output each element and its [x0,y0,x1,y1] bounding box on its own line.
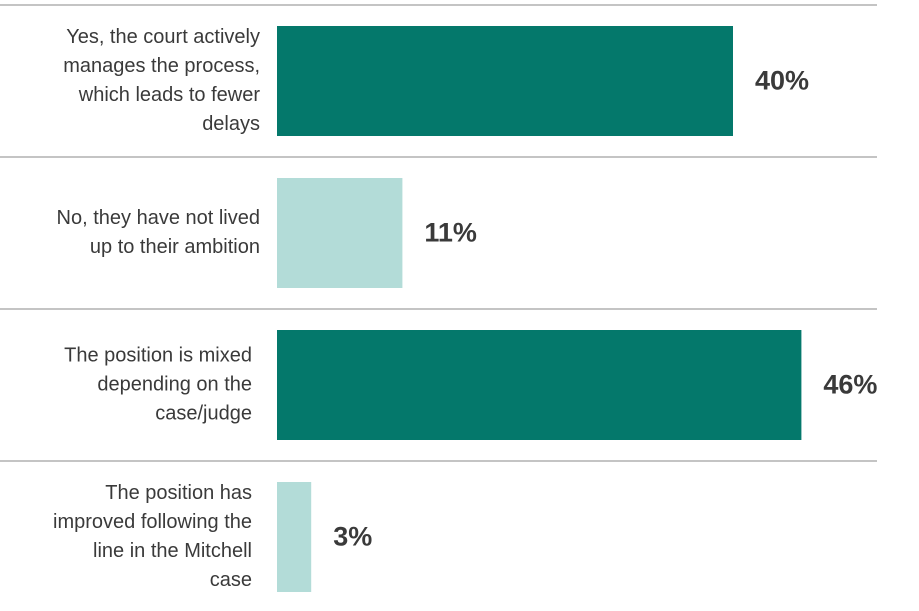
category-label: The position has improved following the … [53,482,252,591]
bar [277,26,733,136]
value-label: 46% [823,369,878,400]
value-label: 11% [424,217,477,248]
bar [277,178,403,288]
category-label: Yes, the court actively manages the proc… [63,26,260,135]
value-label: 3% [333,521,373,552]
bar [277,330,802,440]
category-label: No, they have not lived up to their ambi… [56,207,260,258]
value-label: 40% [755,65,810,96]
bar [277,482,312,592]
category-label: The position is mixed depending on the c… [64,344,252,425]
